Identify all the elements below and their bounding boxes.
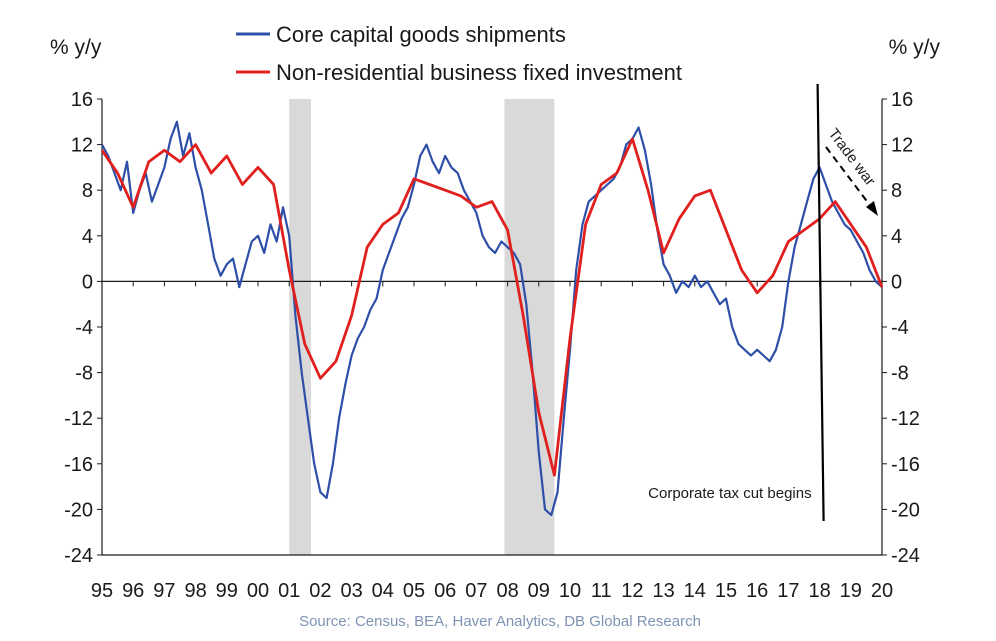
trade-war-arrow: [825, 146, 873, 209]
x-tick-label: 14: [684, 580, 706, 602]
x-tick-label: 97: [153, 580, 175, 602]
x-tick-label: 12: [621, 580, 643, 602]
y-tick-label-right: -20: [891, 499, 920, 521]
y-tick-label-left: -16: [64, 454, 93, 476]
source-note: Source: Census, BEA, Haver Analytics, DB…: [299, 613, 701, 630]
y-tick-label-right: 0: [891, 271, 902, 293]
y-tick-label-right: -16: [891, 454, 920, 476]
y-tick-label-right: -24: [891, 545, 920, 567]
series-line-business-investment: [100, 137, 884, 477]
x-tick-label: 15: [715, 580, 737, 602]
tax-cut-line: [816, 83, 825, 522]
y-tick-label-right: 4: [891, 226, 902, 248]
legend-label-business-investment: Non-residential business fixed investmen…: [276, 60, 682, 85]
y-tick-label-left: -24: [64, 545, 93, 567]
x-tick-label: 96: [122, 580, 144, 602]
x-tick-label: 02: [309, 580, 331, 602]
y-axis-unit-right: % y/y: [889, 36, 941, 59]
series-line-core-capital-goods: [101, 120, 883, 517]
x-tick-label: 99: [216, 580, 238, 602]
y-tick-label-right: -4: [891, 317, 909, 339]
y-tick-label-left: 16: [71, 89, 93, 111]
x-tick-label: 18: [808, 580, 830, 602]
x-tick-label: 98: [184, 580, 206, 602]
y-tick-label-right: 8: [891, 180, 902, 202]
y-tick-label-left: -4: [75, 317, 93, 339]
x-tick-label: 00: [247, 580, 269, 602]
y-tick-label-left: 4: [82, 226, 93, 248]
x-tick-label: 17: [777, 580, 799, 602]
y-tick-label-left: 12: [71, 135, 93, 157]
legend: Core capital goods shipments Non-residen…: [236, 22, 682, 85]
x-tick-label: 20: [871, 580, 893, 602]
x-tick-label: 09: [528, 580, 550, 602]
x-tick-label: 01: [278, 580, 300, 602]
x-tick-label: 19: [840, 580, 862, 602]
y-tick-label-left: -8: [75, 363, 93, 385]
x-tick-label: 11: [591, 580, 612, 602]
x-tick-label: 95: [91, 580, 113, 602]
x-tick-label: 07: [465, 580, 487, 602]
y-tick-label-right: 16: [891, 89, 913, 111]
series-lines: [100, 120, 884, 517]
x-tick-label: 05: [403, 580, 425, 602]
x-tick-label: 04: [372, 580, 394, 602]
y-axis-unit-left: % y/y: [50, 36, 102, 59]
y-tick-label-right: -8: [891, 363, 909, 385]
y-tick-label-left: 8: [82, 180, 93, 202]
tax-cut-annotation: Corporate tax cut begins: [648, 485, 811, 502]
x-tick-label: 13: [652, 580, 674, 602]
y-tick-label-left: -20: [64, 499, 93, 521]
x-tick-label: 03: [340, 580, 362, 602]
y-tick-label-left: -12: [64, 408, 93, 430]
x-tick-label: 06: [434, 580, 456, 602]
trade-war-arrowhead: [866, 201, 878, 216]
legend-label-core-capital-goods: Core capital goods shipments: [276, 22, 566, 47]
x-tick-label: 10: [559, 580, 581, 602]
y-tick-label-right: -12: [891, 408, 920, 430]
x-tick-label: 16: [746, 580, 768, 602]
y-tick-label-right: 12: [891, 135, 913, 157]
x-tick-label: 08: [496, 580, 518, 602]
y-tick-label-left: 0: [82, 271, 93, 293]
